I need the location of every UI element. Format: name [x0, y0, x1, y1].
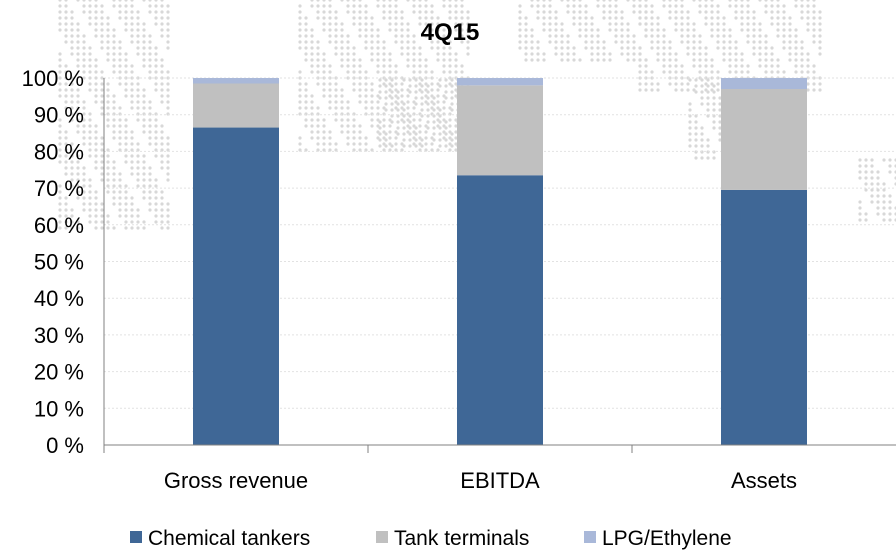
x-tick-label: Gross revenue	[164, 468, 308, 493]
bar-segment	[193, 83, 279, 128]
y-tick-label: 0 %	[46, 433, 84, 458]
y-axis: 0 % 10 % 20 % 30 % 40 % 50 % 60 % 70 % 80 % 90 % 1…	[22, 66, 105, 458]
bar-segment	[457, 78, 543, 86]
legend-label: LPG/Ethylene	[602, 527, 732, 550]
bar-segment	[193, 78, 279, 84]
bar-segment	[721, 78, 807, 90]
bar-segment	[721, 189, 807, 445]
x-tick-label: EBITDA	[460, 468, 540, 493]
y-tick-label: 90 %	[34, 103, 84, 128]
legend: Chemical tankers Tank terminals LPG/Ethyle…	[130, 527, 732, 550]
legend-swatch	[376, 531, 388, 543]
chart-title: 4Q15	[421, 19, 480, 46]
legend-label: Chemical tankers	[148, 527, 310, 550]
y-tick-label: 60 %	[34, 213, 84, 238]
legend-swatch	[584, 531, 596, 543]
y-tick-label: 70 %	[34, 176, 84, 201]
bar-segment	[193, 127, 279, 446]
bar-segment	[457, 85, 543, 176]
y-tick-label: 50 %	[34, 250, 84, 275]
x-tick-label: Assets	[731, 468, 797, 493]
bars	[193, 78, 807, 446]
bar-segment	[457, 175, 543, 445]
y-tick-label: 10 %	[34, 396, 84, 421]
y-tick-label: 100 %	[22, 66, 84, 91]
y-tick-label: 40 %	[34, 286, 84, 311]
legend-label: Tank terminals	[394, 527, 529, 550]
bar-segment	[721, 89, 807, 190]
y-tick-label: 30 %	[34, 323, 84, 348]
x-axis: Gross revenue EBITDA Assets	[103, 444, 896, 493]
legend-swatch	[130, 531, 142, 543]
y-tick-label: 80 %	[34, 139, 84, 164]
y-tick-label: 20 %	[34, 360, 84, 385]
